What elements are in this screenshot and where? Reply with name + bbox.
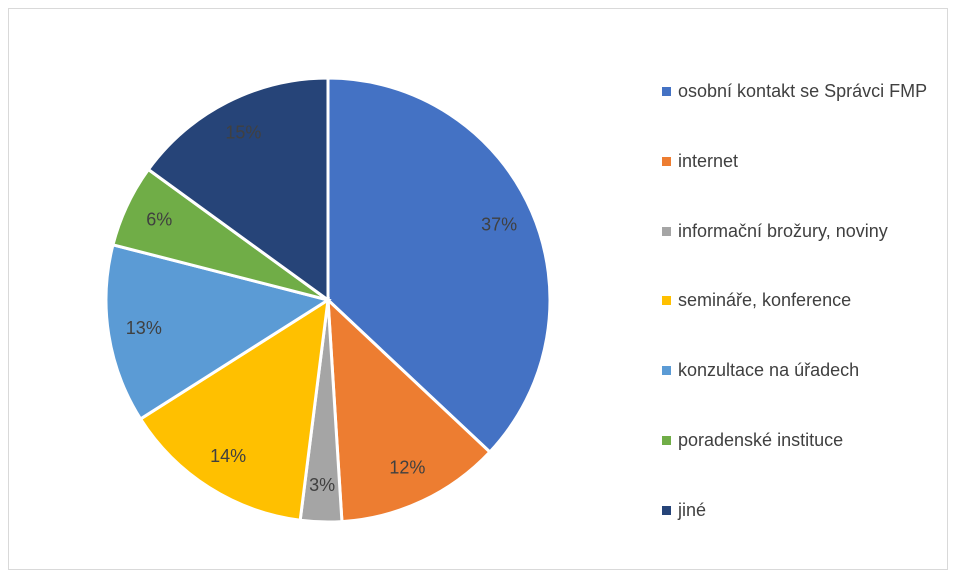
legend-item: jiné [662,497,947,523]
legend-swatch [662,156,671,166]
data-label: 15% [225,123,261,143]
legend-label: konzultace na úřadech [678,360,860,381]
data-label: 14% [210,446,246,466]
data-label: 6% [146,209,172,229]
data-label: 13% [126,318,162,338]
data-label: 12% [389,457,425,477]
legend-item: osobní kontakt se Správci FMP [662,78,947,104]
pie-slice [326,76,552,455]
data-label: 37% [481,215,517,235]
legend: osobní kontakt se Správci FMP internet inf… [662,78,947,523]
chart-border [8,8,948,570]
pie-slice [104,242,332,422]
legend-label: semináře, konference [678,290,852,311]
legend-item: poradenské instituce [662,427,947,453]
legend-swatch [662,296,671,306]
legend-swatch [662,505,671,515]
legend-swatch [662,226,671,236]
legend-label: poradenské instituce [678,430,844,451]
data-label: 3% [309,475,335,495]
legend-swatch [662,366,671,376]
legend-item: konzultace na úřadech [662,357,947,383]
legend-item: informační brožury, noviny [662,218,947,244]
legend-label: jiné [678,499,707,520]
legend-label: internet [678,150,739,171]
legend-label: osobní kontakt se Správci FMP [678,81,928,101]
pie-slice [326,296,492,524]
pie-slice [138,297,330,522]
legend-swatch [662,436,671,446]
legend-item: internet [662,148,947,174]
legend-label: informační brožury, noviny [678,220,888,241]
pie-slice [146,76,330,303]
legend-swatch [662,87,671,96]
legend-item: semináře, konference [662,287,947,313]
